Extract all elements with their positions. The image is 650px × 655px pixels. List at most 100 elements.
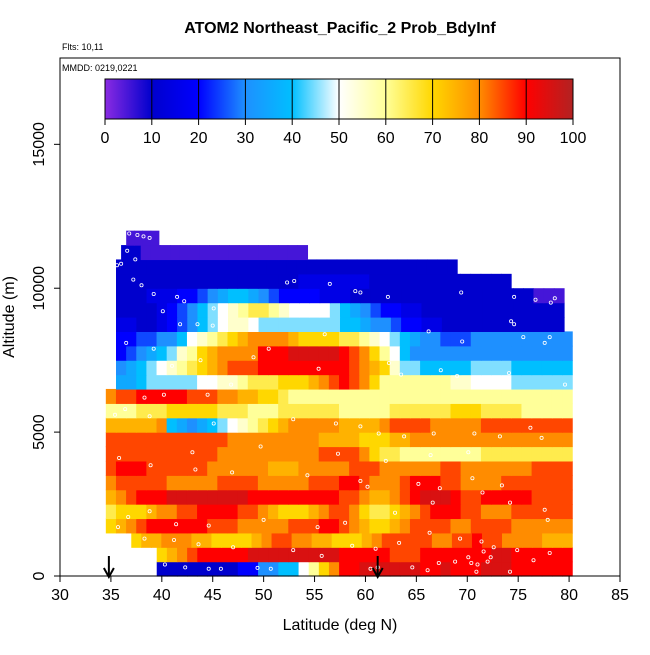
heatmap-cell [450,417,462,433]
heatmap-cell [349,475,360,491]
heatmap-cell [197,547,208,563]
heatmap-cell [470,417,482,433]
heatmap-cell [227,446,239,462]
heatmap-cell [309,317,321,332]
heatmap-cell [309,288,321,304]
heatmap-cell [511,518,523,534]
heatmap-cell [257,489,269,505]
heatmap-cell [197,388,208,404]
heatmap-cell [399,273,411,289]
heatmap-cell [349,432,360,448]
heatmap-cell [480,446,492,462]
heatmap-cell [166,460,178,476]
heatmap-cell [480,432,492,448]
heatmap-cell [278,504,289,520]
heatmap-cell [197,518,208,534]
heatmap-cell [470,475,482,491]
heatmap-cell [501,460,512,476]
sample-point [358,424,363,429]
heatmap-cell [268,460,279,476]
heatmap-cell [126,518,137,534]
heatmap-cell [532,532,543,548]
sample-point [147,509,152,514]
heatmap-cell [420,374,431,390]
heatmap-cell [470,547,482,563]
heatmap-cell [278,374,289,390]
heatmap-cell [370,288,382,304]
heatmap-cell [389,561,401,577]
heatmap-cell [450,374,462,390]
heatmap-cell [472,288,484,304]
sample-point [416,481,421,486]
heatmap-cell [431,317,443,332]
heatmap-cell [420,446,431,462]
heatmap-cell [511,417,523,433]
heatmap-cell [227,374,239,390]
heatmap-cell [339,374,350,390]
heatmap-cell [136,345,148,361]
heatmap-cell [348,273,360,289]
flights-label: Flts: 10,11 [62,42,103,52]
heatmap-cell [562,460,573,476]
colorbar-tick-label: 100 [560,130,587,147]
heatmap-cell [141,532,152,548]
heatmap-cell [513,288,524,304]
heatmap-cell [513,317,524,332]
heatmap-cell [166,273,178,289]
heatmap-cell [551,460,563,476]
heatmap-cell [146,417,158,433]
heatmap-cell [257,446,269,462]
heatmap-cell [541,388,553,404]
heatmap-cell [207,345,218,361]
heatmap-cell [237,345,249,361]
heatmap-cell [156,446,168,462]
heatmap-cell [217,432,229,448]
heatmap-cell [299,302,311,318]
heatmap-cell [156,259,167,275]
heatmap-cell [197,360,208,376]
heatmap-cell [268,561,279,577]
heatmap-cell [480,561,492,577]
heatmap-cell [359,460,370,476]
heatmap-cell [298,345,310,361]
heatmap-cell [421,288,433,304]
heatmap-cell [156,432,168,448]
heatmap-cell [379,388,391,404]
heatmap-cell [217,475,229,491]
heatmap-cell [501,561,512,577]
heatmap-cell [359,446,370,462]
heatmap-cell [369,547,381,563]
heatmap-cell [247,388,259,404]
heatmap-cell [136,446,147,462]
heatmap-cell [126,288,137,304]
heatmap-cell [298,561,310,577]
heatmap-cell [298,360,310,376]
heatmap-cell [318,446,330,462]
heatmap-cell [338,475,350,491]
heatmap-cell [237,489,249,505]
sample-point [319,553,324,558]
heatmap-cell [440,388,452,404]
heatmap-cell [480,273,492,289]
heatmap-cell [288,331,300,347]
heatmap-cell [126,403,137,419]
heatmap-cell [227,360,239,376]
heatmap-cell [207,518,218,534]
heatmap-cell [318,475,330,491]
heatmap-cell [491,374,502,390]
heatmap-cell [166,317,178,332]
sample-point [190,450,195,455]
heatmap-cell [237,460,249,476]
heatmap-cell [440,374,452,390]
heatmap-cell [462,302,473,318]
heatmap-cell [562,561,573,577]
heatmap-cell [349,417,360,433]
heatmap-cell [399,331,411,347]
sample-point [285,280,290,285]
sample-point [480,490,485,495]
heatmap-cell [156,460,168,476]
heatmap-cell [341,532,353,548]
heatmap-cell [247,518,259,534]
heatmap-cell [268,403,279,419]
heatmap-cell [319,288,331,304]
